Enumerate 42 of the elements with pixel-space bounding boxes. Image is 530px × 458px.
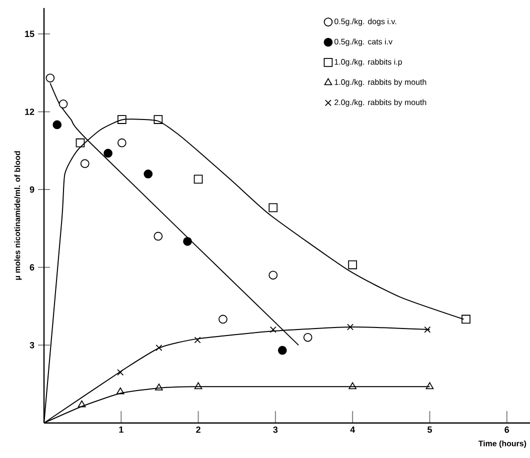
point	[144, 170, 153, 178]
point	[76, 138, 85, 148]
point	[268, 270, 278, 280]
x-tick-label: 4	[350, 426, 356, 433]
point	[117, 115, 126, 124]
point	[348, 260, 358, 270]
y-tick-label: 6	[30, 264, 34, 271]
point	[154, 115, 163, 124]
point	[52, 120, 62, 130]
point	[117, 369, 124, 376]
point	[194, 174, 203, 184]
point	[270, 326, 276, 333]
point	[183, 236, 192, 246]
point	[116, 387, 124, 394]
point	[278, 346, 287, 355]
x-tick-label: 2	[196, 426, 200, 433]
y-tick-label: 15	[25, 30, 34, 38]
point	[194, 382, 202, 390]
point	[303, 332, 312, 342]
point	[346, 324, 354, 330]
x-tick-label: 5	[428, 426, 432, 433]
x-tick-label: 1	[119, 426, 124, 433]
point	[268, 203, 278, 212]
point	[218, 314, 228, 324]
y-tick-label: 9	[30, 186, 34, 193]
x-tick-label: 6	[504, 426, 510, 433]
y-tick-label: 3	[30, 342, 34, 348]
point	[194, 336, 201, 344]
point	[117, 138, 126, 148]
point	[155, 384, 163, 390]
point	[154, 232, 163, 241]
point	[348, 382, 356, 390]
x-tick-label: 3	[273, 426, 278, 433]
point	[104, 148, 112, 158]
point	[80, 159, 90, 168]
point	[156, 344, 162, 352]
point	[58, 100, 68, 108]
y-tick-label: 12	[25, 108, 34, 115]
point	[462, 314, 470, 324]
point	[46, 74, 55, 82]
point	[426, 382, 434, 390]
point	[78, 400, 86, 408]
